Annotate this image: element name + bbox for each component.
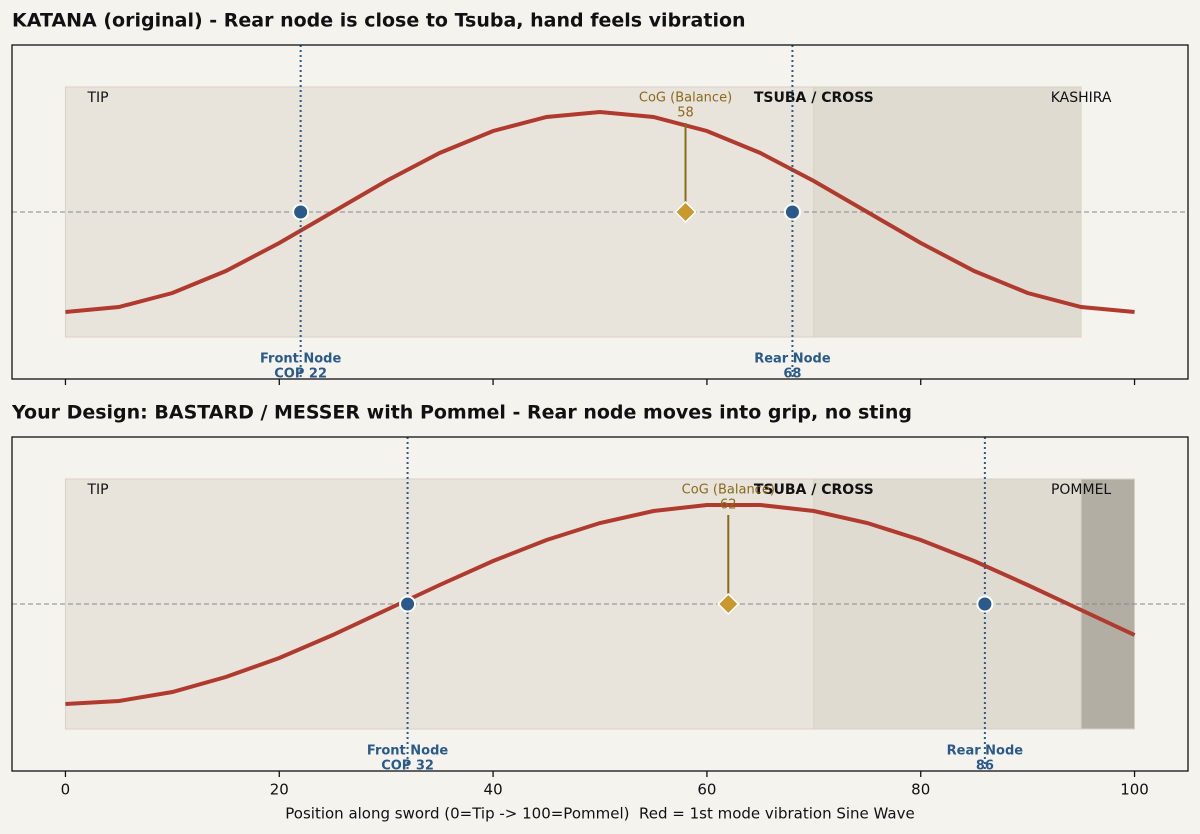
axes-frame: [11, 436, 1189, 772]
axes-frame: [11, 44, 1189, 380]
node-name: Rear Node: [947, 744, 1024, 759]
chart-title: KATANA (original) - Rear node is close t…: [12, 10, 746, 32]
node-marker: [399, 595, 417, 613]
cog-name: CoG (Balance): [639, 91, 732, 106]
node-marker: [976, 595, 994, 613]
node-name: Rear Node: [754, 352, 831, 367]
zone-label: KASHIRA: [1051, 90, 1112, 106]
cog-marker: [674, 200, 697, 224]
node-name: Front Node: [367, 744, 449, 759]
node-name: Front Node: [260, 352, 342, 367]
vibration-curve: [65, 109, 1135, 314]
vibration-curve: [65, 503, 1136, 706]
node-marker: [783, 203, 801, 221]
node-label: 68: [783, 367, 801, 382]
cog-value: 58: [677, 106, 694, 121]
zone-label: POMMEL: [1051, 482, 1111, 498]
x-tick-label: 60: [697, 781, 716, 799]
chart-title: Your Design: BASTARD / MESSER with Pomme…: [11, 402, 912, 424]
x-tick-label: 80: [911, 781, 930, 799]
x-tick-label: 0: [61, 781, 71, 799]
zone-label: TIP: [86, 90, 108, 106]
zone-label: TSUBA / CROSS: [754, 90, 874, 106]
node-marker: [292, 203, 310, 221]
node-label: COP 32: [381, 759, 434, 774]
node-label: 86: [976, 759, 994, 774]
node-label: COP 22: [274, 367, 327, 382]
cog-marker: [717, 592, 740, 616]
x-tick-label: 40: [484, 781, 503, 799]
x-tick-label: 20: [270, 781, 289, 799]
x-axis-label: Position along sword (0=Tip -> 100=Pomme…: [285, 805, 914, 823]
x-tick-label: 100: [1120, 781, 1149, 799]
cog-value: 62: [720, 498, 737, 513]
zone-label: TSUBA / CROSS: [754, 482, 874, 498]
zone-label: TIP: [86, 482, 108, 498]
cog-name: CoG (Balance): [682, 483, 775, 498]
